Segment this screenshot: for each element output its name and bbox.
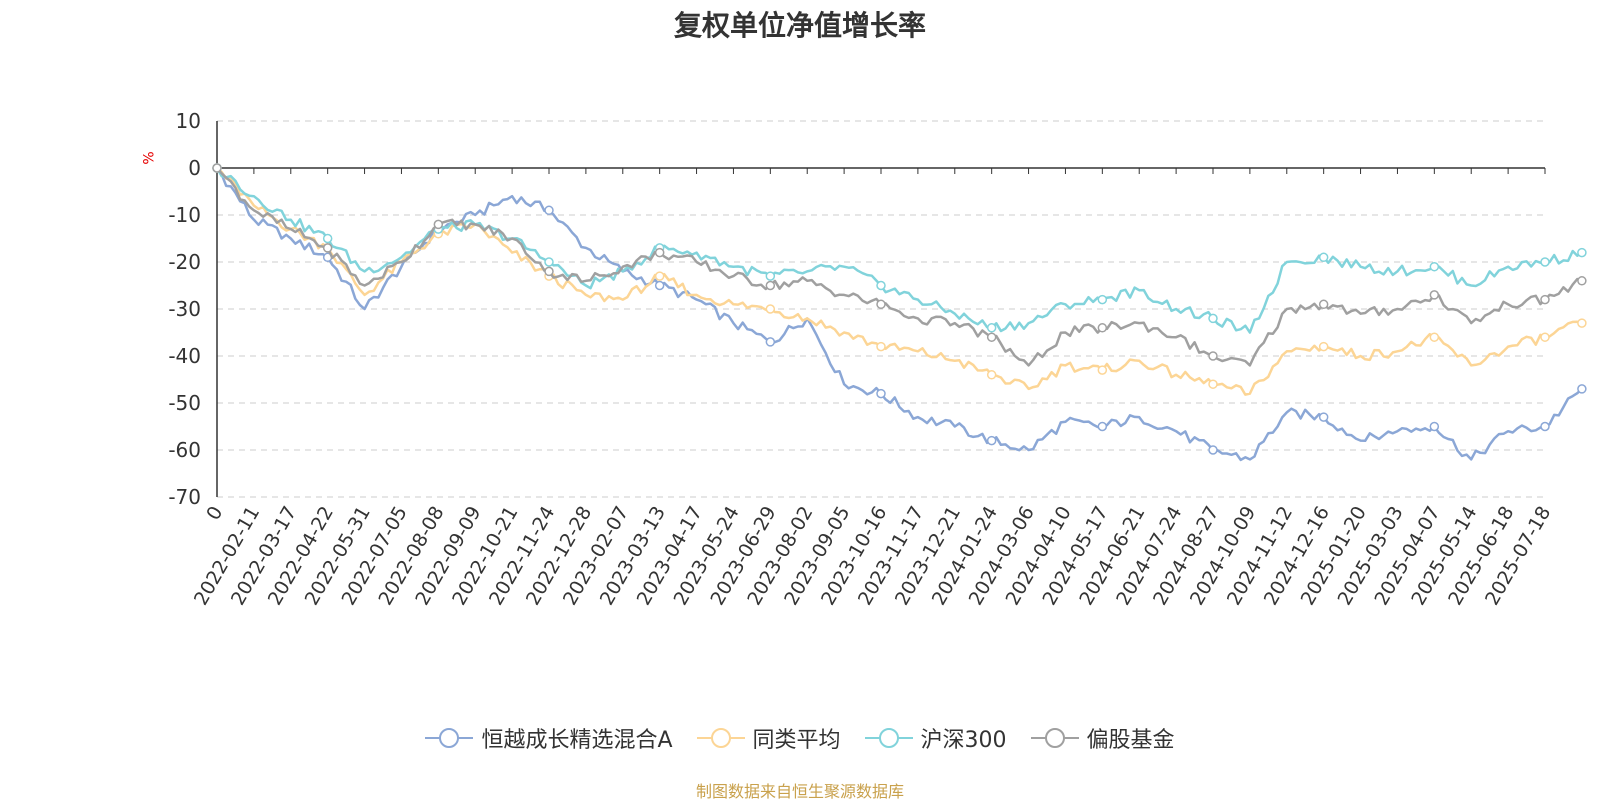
series-line (215, 167, 1583, 334)
series-point (654, 280, 665, 291)
series-point (876, 341, 886, 352)
y-tick-label: 0 (188, 156, 201, 180)
legend-marker-icon (425, 728, 474, 748)
series-point (876, 388, 886, 399)
series-point (654, 271, 665, 281)
legend: 恒越成长精选混合A 同类平均 沪深300 偏股基金 (0, 722, 1600, 754)
series-point (544, 257, 554, 267)
series-point (1208, 445, 1218, 455)
series-point (433, 219, 444, 230)
series-point (986, 323, 997, 333)
series-point (1097, 323, 1108, 333)
series-point (876, 280, 886, 291)
series-point (654, 247, 665, 258)
series-point (1208, 313, 1218, 324)
series-point (1429, 332, 1440, 342)
series-point (1577, 276, 1587, 286)
series-point (1318, 252, 1329, 263)
series-point (1540, 257, 1550, 267)
series-point (986, 370, 997, 380)
data-source-note: 制图数据来自恒生聚源数据库 (695, 782, 904, 801)
series-point (1208, 379, 1218, 389)
series-point (1429, 261, 1440, 272)
y-tick-label: -30 (168, 297, 201, 321)
y-tick-label: 10 (176, 109, 201, 133)
series-point (986, 332, 997, 342)
legend-label: 恒越成长精选混合A (481, 728, 673, 753)
series-point (544, 266, 554, 277)
y-tick-label: -50 (168, 391, 201, 415)
series-line (216, 167, 1583, 367)
legend-marker-icon (696, 728, 745, 748)
line-chart: 100-10-20-30-40-50-60-7002022-02-112022-… (168, 109, 1587, 609)
series-point (1540, 421, 1550, 432)
legend-item[interactable]: 恒越成长精选混合A (425, 722, 673, 754)
series-point (544, 205, 554, 216)
series-point (1318, 299, 1329, 310)
series-point (1097, 421, 1108, 432)
y-tick-label: -40 (168, 344, 201, 368)
series-point (1577, 318, 1587, 328)
series-point (1097, 294, 1108, 305)
series-point (1097, 365, 1108, 375)
legend-item[interactable]: 沪深300 (864, 722, 1007, 754)
series-point (1540, 294, 1550, 305)
series-point (876, 299, 886, 310)
y-tick-label: -20 (168, 250, 201, 274)
series-point (1208, 351, 1218, 361)
y-tick-label: -70 (168, 485, 201, 509)
legend-item[interactable]: 同类平均 (696, 722, 841, 754)
series-point (765, 337, 776, 347)
x-tick-label: 0 (202, 503, 227, 524)
series-point (212, 163, 222, 173)
series-point (322, 243, 333, 253)
legend-item[interactable]: 偏股基金 (1030, 722, 1175, 754)
series-point (1318, 412, 1329, 422)
legend-marker-icon (1030, 728, 1079, 748)
series-point (1577, 384, 1587, 394)
series-line (216, 167, 1583, 396)
series-point (322, 233, 333, 244)
legend-label: 同类平均 (752, 728, 841, 753)
series-point (765, 271, 776, 281)
y-tick-label: -10 (168, 203, 201, 227)
series-point (765, 304, 776, 314)
chart-title: 复权单位净值增长率 (673, 9, 926, 42)
series-point (765, 280, 776, 291)
series-point (1540, 332, 1550, 342)
series-point (1429, 421, 1440, 432)
series-point (986, 435, 997, 446)
legend-label: 沪深300 (920, 728, 1007, 753)
legend-marker-icon (864, 728, 913, 748)
series-point (1577, 247, 1587, 258)
series-point (1429, 290, 1440, 300)
y-tick-label: -60 (168, 438, 201, 462)
legend-label: 偏股基金 (1086, 728, 1175, 753)
series-point (1318, 341, 1329, 352)
